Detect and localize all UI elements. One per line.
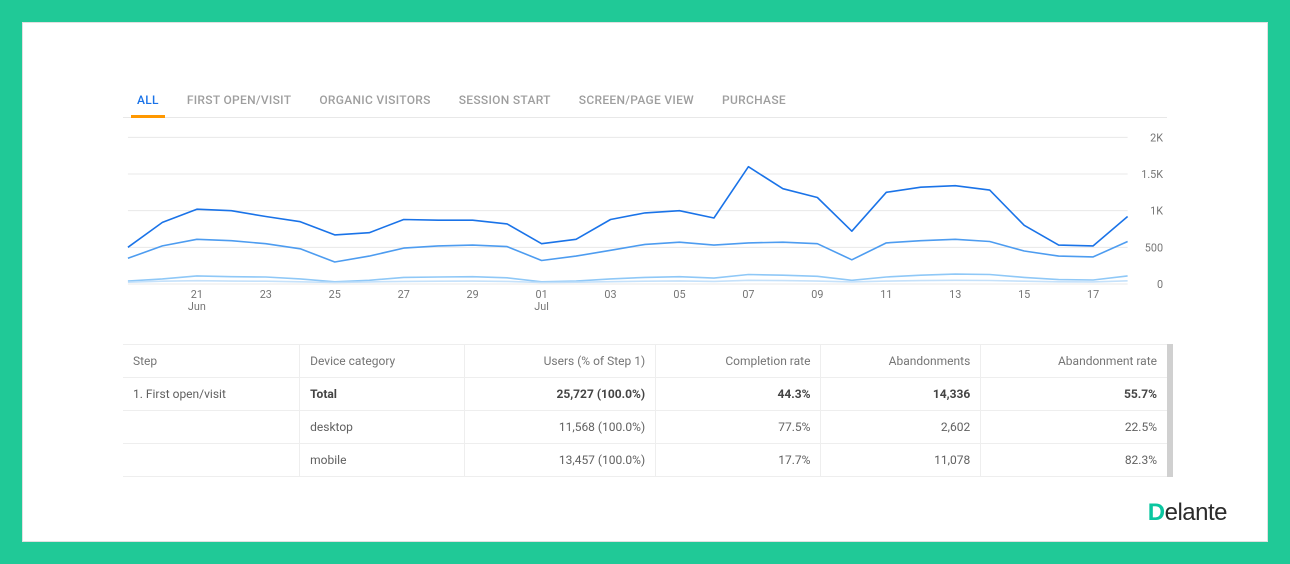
svg-text:29: 29 — [467, 288, 479, 301]
logo-d: D — [1148, 499, 1165, 526]
table-wrap: StepDevice categoryUsers (% of Step 1)Co… — [123, 344, 1167, 477]
svg-text:1K: 1K — [1150, 205, 1163, 218]
svg-text:07: 07 — [742, 288, 754, 301]
report-tabs: ALLFIRST OPEN/VISITORGANIC VISITORSSESSI… — [123, 93, 1167, 118]
funnel-table: StepDevice categoryUsers (% of Step 1)Co… — [123, 344, 1167, 477]
table-row: mobile13,457 (100.0%)17.7%11,07882.3% — [123, 444, 1167, 477]
svg-text:05: 05 — [673, 288, 685, 301]
col-header: Device category — [300, 345, 465, 378]
svg-text:09: 09 — [811, 288, 823, 301]
svg-text:Jul: Jul — [534, 300, 549, 313]
svg-text:11: 11 — [880, 288, 892, 301]
brand-logo: Delante — [1148, 499, 1227, 527]
tab-purchase[interactable]: PURCHASE — [708, 93, 800, 117]
svg-text:Jun: Jun — [188, 300, 206, 313]
dashboard-frame: ALLFIRST OPEN/VISITORGANIC VISITORSSESSI… — [22, 22, 1268, 542]
svg-text:03: 03 — [604, 288, 616, 301]
svg-text:27: 27 — [398, 288, 410, 301]
tab-organic-visitors[interactable]: ORGANIC VISITORS — [305, 93, 444, 117]
scrollbar[interactable] — [1167, 344, 1173, 477]
col-header: Completion rate — [656, 345, 821, 378]
tab-first-open-visit[interactable]: FIRST OPEN/VISIT — [173, 93, 306, 117]
col-header: Step — [123, 345, 300, 378]
svg-text:0: 0 — [1157, 278, 1163, 291]
svg-text:23: 23 — [260, 288, 272, 301]
line-chart: 05001K1.5K2K21Jun2325272901Jul0305070911… — [123, 124, 1167, 314]
tab-session-start[interactable]: SESSION START — [445, 93, 565, 117]
svg-text:2K: 2K — [1150, 131, 1163, 144]
table-row: 1. First open/visitTotal25,727 (100.0%)4… — [123, 378, 1167, 411]
table-row: desktop11,568 (100.0%)77.5%2,60222.5% — [123, 411, 1167, 444]
col-header: Abandonment rate — [981, 345, 1167, 378]
svg-text:25: 25 — [329, 288, 341, 301]
svg-text:500: 500 — [1145, 241, 1163, 254]
svg-text:15: 15 — [1018, 288, 1030, 301]
tab-screen-page-view[interactable]: SCREEN/PAGE VIEW — [565, 93, 708, 117]
logo-rest: elante — [1165, 499, 1227, 526]
svg-text:17: 17 — [1087, 288, 1099, 301]
col-header: Abandonments — [821, 345, 981, 378]
svg-text:13: 13 — [949, 288, 961, 301]
col-header: Users (% of Step 1) — [465, 345, 656, 378]
svg-text:1.5K: 1.5K — [1141, 168, 1163, 181]
tab-all[interactable]: ALL — [123, 93, 173, 117]
